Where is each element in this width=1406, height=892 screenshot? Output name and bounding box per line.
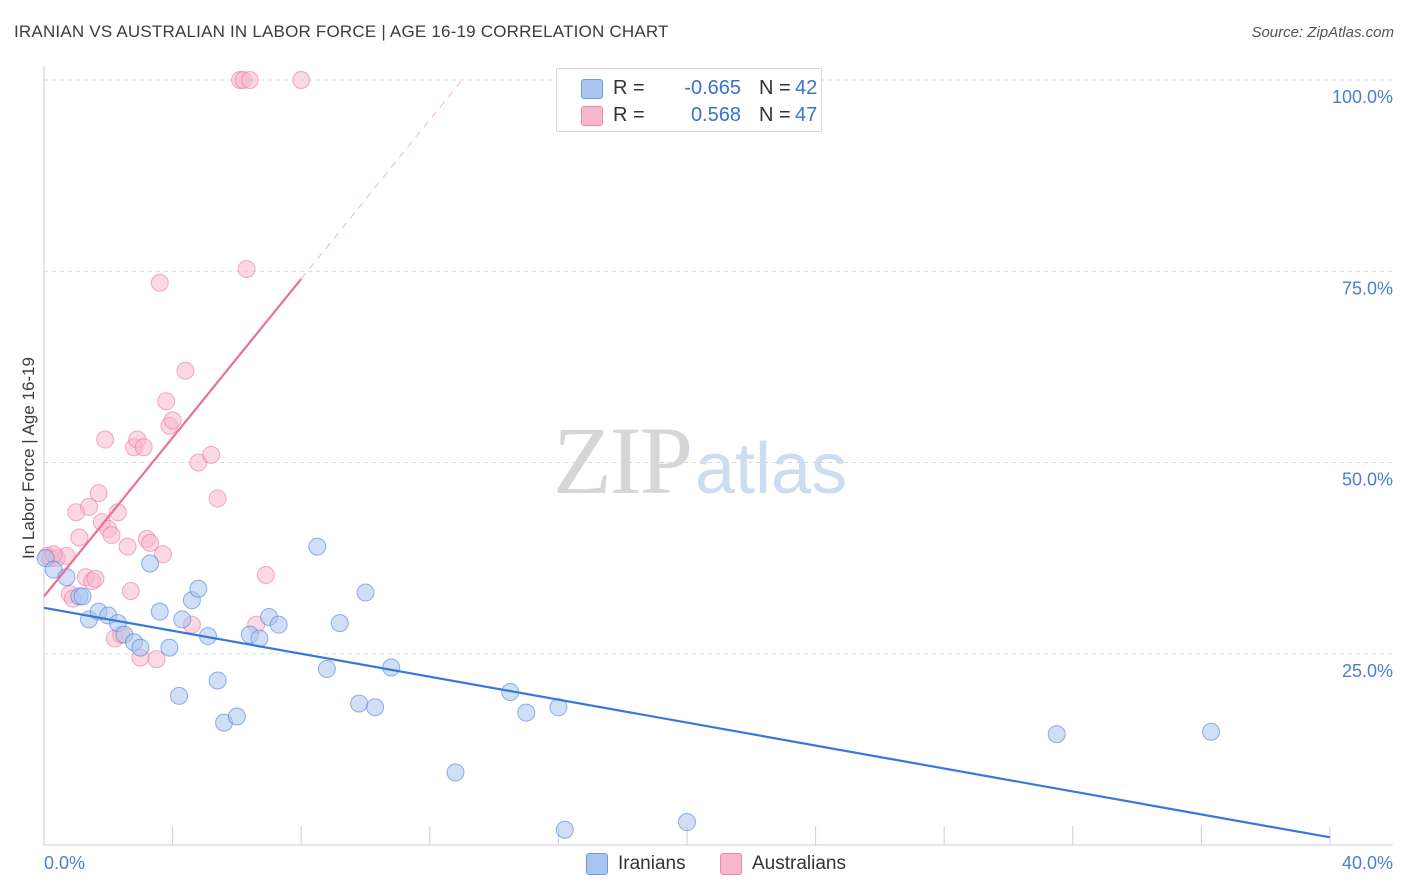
australians-r-label: R = bbox=[613, 104, 645, 126]
iranians-r-label: R = bbox=[613, 77, 645, 99]
trend-lines bbox=[43, 79, 1331, 839]
australians-point-11 bbox=[86, 569, 105, 588]
iranians-point-40 bbox=[1047, 725, 1066, 744]
bottom-iranians-swatch bbox=[586, 853, 608, 875]
iranians-r-value: -0.665 bbox=[684, 77, 741, 99]
australians-point-44 bbox=[256, 565, 275, 584]
x-tick-label-min: 0.0% bbox=[44, 853, 85, 873]
iranians-point-4 bbox=[73, 587, 92, 606]
iranians-point-27 bbox=[308, 537, 327, 556]
iranians-point-39 bbox=[678, 813, 696, 832]
iranians-trend-line bbox=[43, 606, 1331, 839]
x-tick-label-max: 40.0% bbox=[1342, 853, 1393, 873]
australians-point-29 bbox=[150, 273, 169, 292]
australians-swatch bbox=[581, 106, 603, 126]
iranians-point-31 bbox=[356, 583, 375, 602]
bottom-australians-swatch bbox=[720, 853, 742, 875]
australians-point-42 bbox=[240, 71, 259, 89]
iranians-point-18 bbox=[189, 579, 208, 598]
iranians-point-38 bbox=[555, 820, 574, 839]
australians-point-14 bbox=[96, 430, 115, 449]
watermark-zip: ZIP bbox=[553, 407, 693, 514]
iranians-point-20 bbox=[208, 671, 227, 690]
bottom-iranians-label: Iranians bbox=[618, 853, 686, 874]
source-credit: Source: ZipAtlas.com bbox=[1251, 24, 1394, 41]
australians-point-25 bbox=[134, 438, 153, 457]
zipatlas-watermark: ZIPatlas bbox=[553, 405, 847, 516]
iranians-point-22 bbox=[227, 707, 246, 726]
watermark-atlas: atlas bbox=[695, 429, 848, 509]
australians-point-37 bbox=[202, 445, 221, 464]
gridlines bbox=[44, 79, 1393, 655]
iranians-point-29 bbox=[330, 614, 349, 633]
australians-point-7 bbox=[70, 528, 89, 547]
iranians-swatch bbox=[581, 79, 603, 99]
australians-point-45 bbox=[292, 71, 311, 89]
australians-trend-extension bbox=[300, 79, 463, 280]
iranians-point-15 bbox=[170, 686, 189, 705]
australians-point-33 bbox=[163, 411, 182, 430]
y-axis-tick-labels: 25.0% 50.0% 75.0% 100.0% bbox=[1332, 87, 1393, 681]
bottom-australians-label: Australians bbox=[752, 853, 846, 874]
australians-points bbox=[38, 71, 311, 669]
y-axis-label: In Labor Force | Age 16-19 bbox=[19, 357, 38, 559]
australians-point-31 bbox=[157, 392, 176, 411]
australians-trend-line bbox=[43, 278, 303, 598]
iranians-point-11 bbox=[131, 638, 150, 657]
australians-point-28 bbox=[147, 650, 166, 669]
iranians-point-13 bbox=[150, 602, 169, 621]
australians-point-34 bbox=[176, 361, 195, 380]
y-tick-label-100: 100.0% bbox=[1332, 87, 1393, 107]
iranians-n-label: N = bbox=[759, 77, 791, 99]
axes bbox=[43, 66, 1393, 846]
iranians-point-12 bbox=[141, 554, 160, 573]
iranians-n-value: 42 bbox=[795, 77, 818, 99]
australians-point-21 bbox=[121, 582, 140, 601]
australians-point-38 bbox=[208, 489, 227, 508]
australians-point-20 bbox=[118, 537, 137, 556]
iranians-point-36 bbox=[517, 703, 536, 722]
australians-point-30 bbox=[153, 545, 172, 564]
iranians-point-14 bbox=[160, 638, 179, 657]
iranians-point-32 bbox=[366, 698, 385, 717]
y-tick-label-50: 50.0% bbox=[1342, 470, 1393, 490]
iranians-point-41 bbox=[1202, 722, 1221, 741]
y-tick-label-25: 25.0% bbox=[1342, 661, 1393, 681]
iranians-point-16 bbox=[173, 610, 192, 629]
iranians-point-30 bbox=[350, 694, 369, 713]
australians-n-value: 47 bbox=[795, 104, 818, 126]
australians-point-16 bbox=[102, 526, 121, 545]
iranians-point-26 bbox=[269, 615, 288, 634]
chart-title: IRANIAN VS AUSTRALIAN IN LABOR FORCE | A… bbox=[14, 22, 669, 41]
y-tick-label-75: 75.0% bbox=[1342, 278, 1393, 298]
australians-point-41 bbox=[237, 259, 256, 278]
australians-point-27 bbox=[141, 533, 160, 552]
iranians-point-28 bbox=[317, 660, 336, 679]
australians-n-label: N = bbox=[759, 104, 791, 126]
iranians-points bbox=[36, 537, 1221, 839]
australians-r-value: 0.568 bbox=[690, 104, 741, 126]
australians-point-12 bbox=[89, 484, 108, 503]
iranians-point-33 bbox=[382, 658, 401, 677]
australians-point-9 bbox=[80, 497, 99, 516]
iranians-point-34 bbox=[446, 763, 465, 782]
correlation-legend: R = -0.665 N = 42 R = 0.568 N = 47 bbox=[556, 68, 822, 132]
